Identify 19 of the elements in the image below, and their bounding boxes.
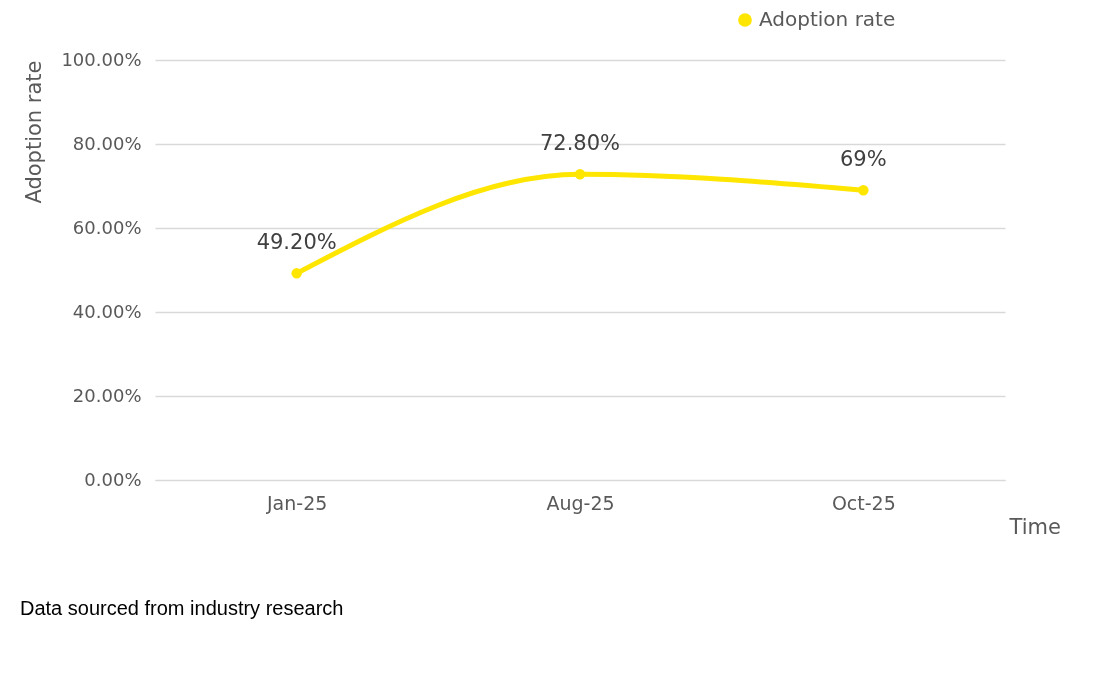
y-tick-label: 80.00%	[72, 132, 142, 154]
x-axis-title: Time	[1008, 514, 1061, 539]
legend-label: Adoption rate	[759, 7, 896, 31]
point	[574, 169, 586, 180]
point	[858, 184, 869, 196]
x-tick-label: Oct-25	[831, 491, 896, 514]
y-tick-label: 60.00%	[72, 216, 142, 238]
x-tick-label: Aug-25	[546, 491, 615, 514]
data-label: 69%	[839, 147, 887, 172]
point	[291, 268, 302, 279]
y-tick-label: 40.00%	[72, 300, 142, 322]
data-label: 72.80%	[539, 131, 621, 156]
text: Data sourced from industry research	[20, 597, 344, 619]
y-tick-label: 100.00%	[61, 48, 142, 70]
y-tick-label: 20.00%	[72, 384, 142, 406]
y-tick-label: 0.00%	[84, 468, 142, 490]
x-tick-label: Jan-25	[266, 491, 328, 514]
y-axis-title: Adoption rate	[22, 60, 47, 204]
data-label: 49.20%	[256, 230, 337, 255]
